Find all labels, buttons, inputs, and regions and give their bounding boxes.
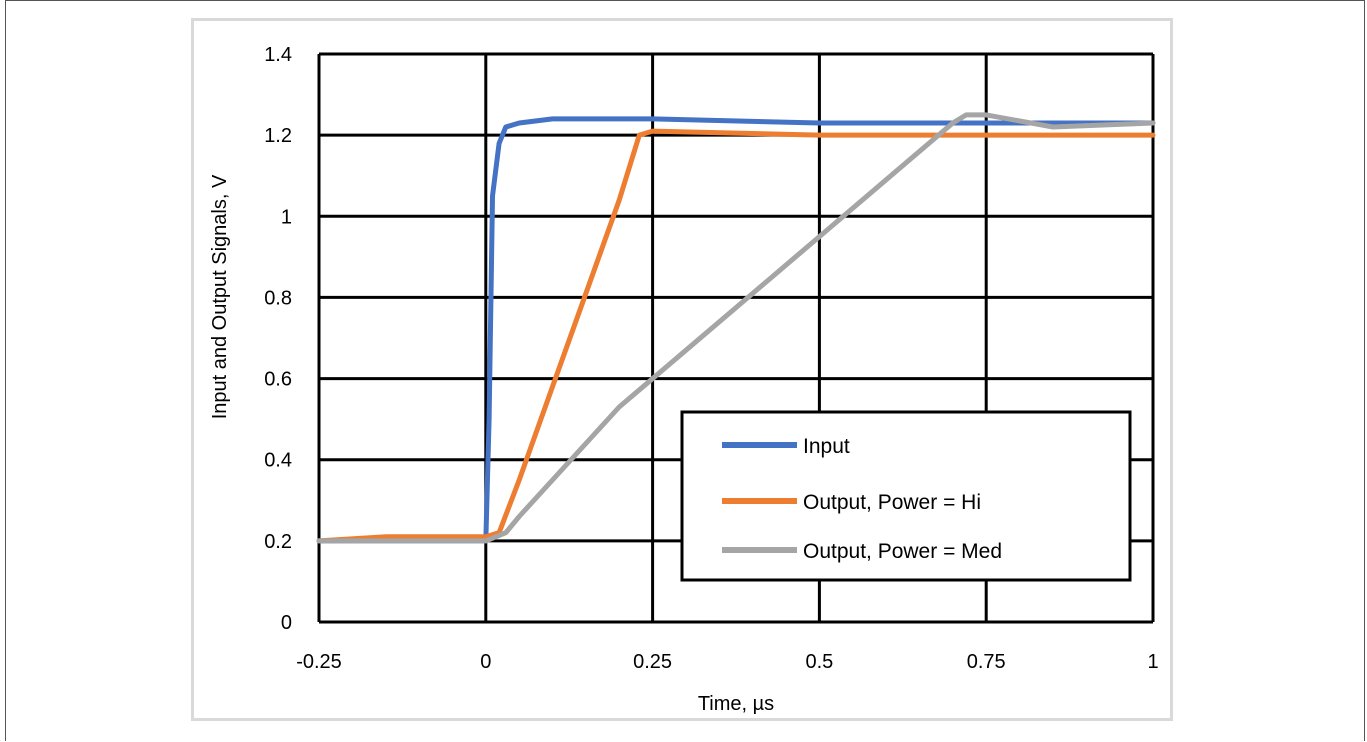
y-axis-title: Input and Output Signals, V [209, 174, 231, 419]
legend: Input Output, Power = Hi Output, Power = M… [680, 410, 1132, 582]
x-tick-label-3: 0.5 [805, 651, 833, 673]
y-tick-label-5: 1 [281, 206, 292, 228]
x-tick-labels: -0.25 0 0.25 0.5 0.75 1 [296, 651, 1158, 673]
y-tick-label-1: 0.2 [264, 531, 292, 553]
x-tick-label-1: 0 [480, 651, 491, 673]
y-tick-label-0: 0 [281, 612, 292, 634]
legend-label-1: Output, Power = Hi [803, 491, 981, 514]
x-tick-label-5: 1 [1147, 651, 1158, 673]
y-tick-label-6: 1.2 [264, 125, 292, 147]
series-line-1 [316, 128, 1156, 544]
y-tick-label-4: 0.8 [264, 287, 292, 309]
series-line-2 [316, 112, 1156, 544]
x-tick-label-0: -0.25 [296, 651, 342, 673]
page-frame [5, 0, 1365, 741]
x-tick-label-4: 0.75 [967, 651, 1006, 673]
x-tick-label-2: 0.25 [633, 651, 672, 673]
series-layer [316, 112, 1156, 544]
y-tick-label-2: 0.4 [264, 450, 292, 472]
y-tick-labels: 0 0.2 0.4 0.6 0.8 1 1.2 1.4 [264, 44, 292, 634]
legend-label-0: Input [803, 435, 850, 458]
legend-items: Input Output, Power = Hi Output, Power = M… [722, 435, 1002, 563]
x-axis-title: Time, µs [698, 693, 774, 715]
y-tick-label-3: 0.6 [264, 369, 292, 391]
y-tick-label-7: 1.4 [264, 44, 292, 66]
legend-label-2: Output, Power = Med [803, 540, 1002, 563]
